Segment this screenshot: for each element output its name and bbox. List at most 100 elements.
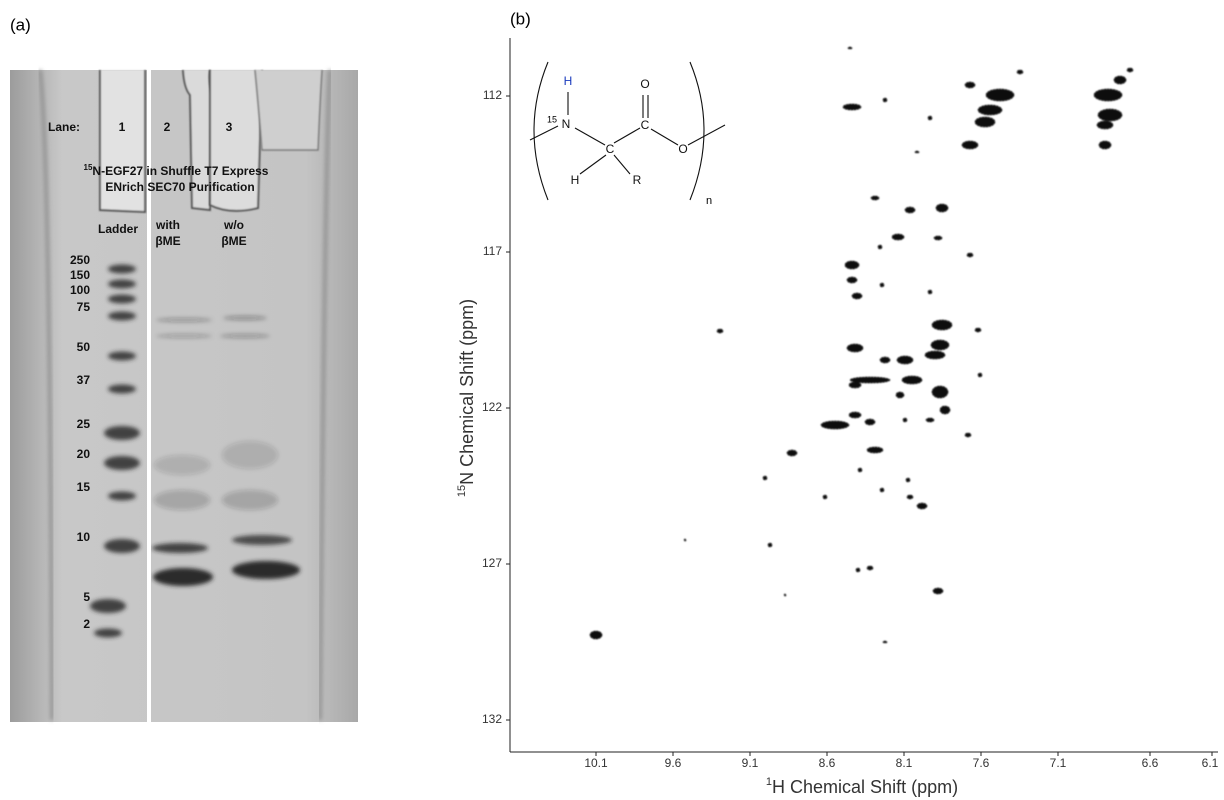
- peak: [879, 356, 891, 364]
- ladder-band: [108, 351, 136, 361]
- atom: N: [562, 117, 571, 131]
- peak: [762, 475, 768, 481]
- x-tick-label: 6.1: [1202, 756, 1219, 770]
- lane-label: βME: [155, 234, 180, 248]
- ladder-band: [94, 628, 122, 638]
- marker-label: 100: [70, 283, 90, 297]
- peak: [1126, 67, 1134, 73]
- peak: [895, 391, 905, 399]
- lane-label: Ladder: [98, 222, 138, 236]
- peak: [866, 565, 874, 571]
- lane-label: with: [155, 218, 180, 232]
- title: N-EGF27 in Shuffle T7 Express: [92, 164, 268, 178]
- peak: [716, 328, 724, 334]
- peak: [848, 411, 862, 419]
- marker-label: 5: [83, 590, 90, 604]
- peak: [1096, 120, 1114, 130]
- x-tick-label: 8.6: [819, 756, 836, 770]
- peak: [864, 418, 876, 426]
- peak: [1016, 69, 1024, 75]
- ladder-band: [108, 384, 136, 394]
- structure: [529, 61, 726, 201]
- peak: [1097, 108, 1123, 122]
- peak: [891, 233, 905, 241]
- peak: [866, 446, 884, 454]
- ladder-band: [108, 311, 136, 321]
- y-tick-label: 132: [482, 712, 502, 726]
- peak: [589, 630, 603, 640]
- lane-label: βME: [221, 234, 246, 248]
- ladder-band: [108, 279, 136, 289]
- peak: [916, 502, 928, 510]
- peak: [783, 593, 787, 597]
- sup: 15: [84, 163, 93, 172]
- x-tick-label: 9.1: [742, 756, 759, 770]
- sample-band: [152, 543, 208, 553]
- peak: [879, 487, 885, 493]
- peak: [901, 375, 923, 385]
- atom: H: [571, 173, 580, 187]
- peak: [786, 449, 798, 457]
- x-tick-label: 8.1: [896, 756, 913, 770]
- y-tick-label: 122: [482, 400, 502, 414]
- marker-label: 250: [70, 253, 90, 267]
- x-tick-label: 10.1: [584, 756, 608, 770]
- peak: [966, 252, 974, 258]
- ladder-band: [104, 456, 140, 470]
- marker-label: 2: [83, 617, 90, 631]
- isotope: 15: [547, 114, 557, 124]
- ladder-band: [108, 294, 136, 304]
- sample-band: [223, 316, 267, 320]
- peak: [931, 319, 953, 331]
- ladder-band: [104, 539, 140, 553]
- peak: [961, 140, 979, 150]
- panel-label: (b): [510, 9, 531, 28]
- sample-band: [222, 441, 278, 469]
- x-tick-label: 6.6: [1142, 756, 1159, 770]
- x-axis-label: 1H Chemical Shift (ppm): [766, 776, 958, 797]
- sample-band: [232, 561, 300, 579]
- peak: [842, 103, 862, 111]
- label: H Chemical Shift (ppm): [772, 777, 958, 797]
- peak: [931, 385, 949, 399]
- lane-number: 1: [119, 120, 126, 134]
- peak: [902, 417, 908, 423]
- gel: [10, 69, 358, 722]
- marker-label: 50: [77, 340, 91, 354]
- y-axis-label: 15N Chemical Shift (ppm): [456, 299, 477, 497]
- sample-band: [153, 568, 213, 586]
- x-tick-label: 7.6: [973, 756, 990, 770]
- peak: [927, 115, 933, 121]
- sample-band: [156, 318, 212, 322]
- lane-number: 2: [164, 120, 171, 134]
- sample-band: [154, 490, 210, 510]
- marker-label: 25: [77, 417, 91, 431]
- peak: [877, 244, 883, 250]
- marker-label: 15: [77, 480, 91, 494]
- peak: [846, 276, 858, 284]
- marker-label: 10: [77, 530, 91, 544]
- peak: [882, 97, 888, 103]
- y-tick-label: 127: [482, 556, 502, 570]
- atom: C: [641, 118, 650, 132]
- peak: [932, 587, 944, 595]
- peak: [939, 405, 951, 415]
- peak: [844, 260, 860, 270]
- peak: [1093, 88, 1123, 102]
- peak: [820, 420, 850, 430]
- peak: [964, 432, 972, 438]
- peak: [927, 289, 933, 295]
- peak: [855, 567, 861, 573]
- atom: C: [606, 142, 615, 156]
- marker-label: 75: [77, 300, 91, 314]
- peak: [882, 640, 888, 644]
- peak: [683, 538, 687, 542]
- peak: [847, 46, 853, 50]
- panel-label: (a): [10, 15, 31, 34]
- peak: [935, 203, 949, 213]
- y-tick-label: 112: [483, 88, 502, 102]
- divider: [147, 70, 151, 722]
- gel-background: [10, 70, 358, 722]
- peak: [930, 339, 950, 351]
